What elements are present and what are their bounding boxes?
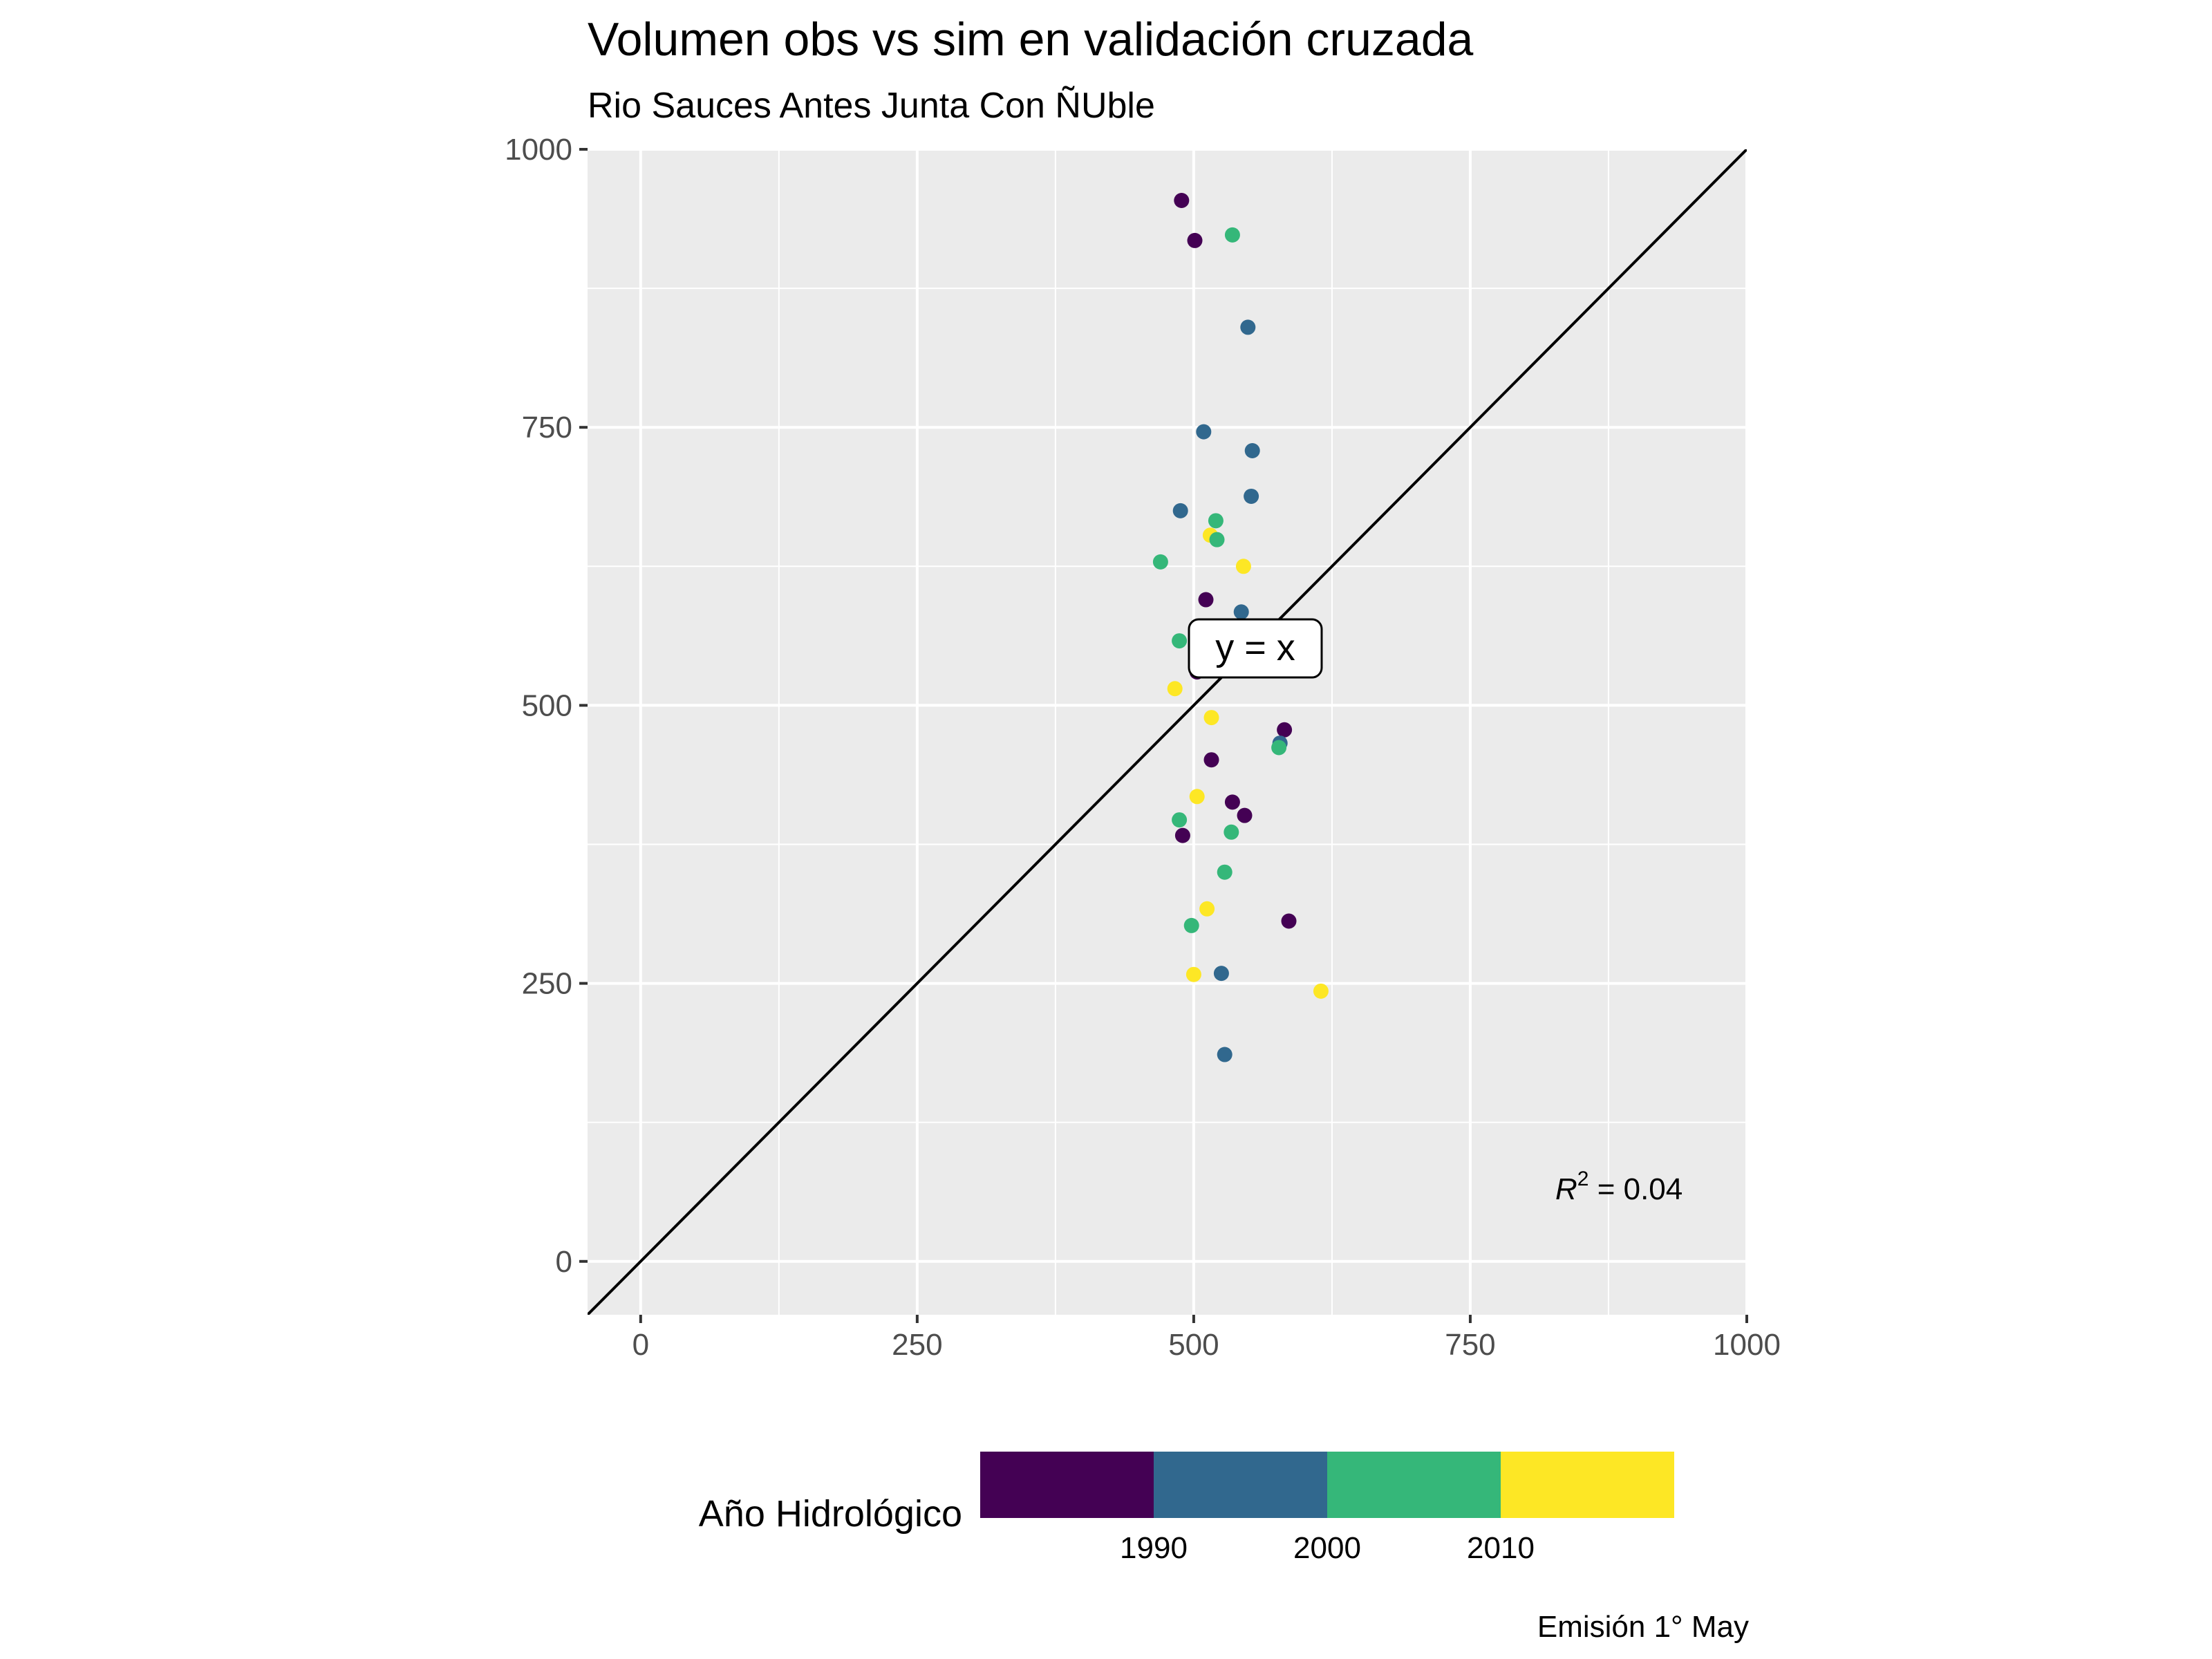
data-point	[1198, 592, 1214, 608]
data-point	[1313, 983, 1329, 999]
legend-break-label: 1990	[1120, 1531, 1188, 1565]
minor-gridlines	[588, 149, 1747, 1315]
data-point	[1224, 824, 1239, 840]
data-point	[1167, 681, 1183, 697]
identity-label-text: y = x	[1215, 627, 1295, 668]
data-point	[1244, 442, 1260, 458]
r-squared-annotation: R2 = 0.04	[1555, 1168, 1683, 1206]
data-point	[1217, 1047, 1232, 1062]
data-point	[1172, 633, 1188, 649]
y-tick-label: 0	[556, 1245, 572, 1279]
data-point	[1277, 722, 1293, 738]
caption: Emisión 1° May	[1537, 1610, 1749, 1644]
data-point	[1240, 319, 1256, 335]
data-point	[1271, 740, 1287, 756]
x-tick-label: 750	[1445, 1328, 1495, 1362]
identity-line	[588, 149, 1747, 1315]
data-point	[1185, 966, 1201, 982]
y-tick-label: 750	[522, 411, 572, 444]
data-point	[1174, 827, 1190, 843]
data-point	[1196, 424, 1212, 440]
data-point	[1172, 812, 1188, 828]
legend-break-label: 2000	[1293, 1531, 1361, 1565]
data-point	[1152, 554, 1168, 570]
r2-exponent: 2	[1577, 1168, 1589, 1190]
legend-break-labels: 1990 2000 2010	[1120, 1531, 1535, 1565]
y-tick-label: 1000	[505, 133, 572, 167]
data-point	[1208, 513, 1224, 529]
legend-colorbar	[980, 1452, 1674, 1518]
data-point	[1224, 227, 1240, 243]
identity-label-box	[1188, 618, 1323, 679]
data-point	[1244, 488, 1259, 504]
data-point	[1235, 559, 1251, 574]
data-point	[1203, 710, 1219, 726]
y-tick-label: 500	[522, 688, 572, 722]
major-gridlines	[588, 148, 1748, 1315]
y-tick-label: 250	[522, 967, 572, 1001]
data-point	[1189, 789, 1205, 805]
data-point	[1209, 532, 1225, 547]
r2-symbol: R	[1555, 1172, 1577, 1206]
data-point	[1281, 913, 1297, 929]
chart-subtitle: Rio Sauces Antes Junta Con ÑUble	[588, 86, 1155, 126]
data-point	[1237, 807, 1253, 823]
legend-break-label: 2010	[1467, 1531, 1535, 1565]
data-point	[1203, 752, 1219, 768]
data-point	[1174, 193, 1190, 209]
legend-color-bin	[980, 1452, 1154, 1518]
x-axis-tick-labels: 0 250 500 750 1000	[632, 1328, 1781, 1362]
data-point	[1172, 503, 1188, 518]
x-tick-label: 500	[1168, 1328, 1219, 1362]
chart-title: Volumen obs vs sim en validación cruzada	[588, 13, 1474, 66]
data-point	[1217, 864, 1232, 880]
data-point	[1199, 901, 1215, 917]
data-point	[1213, 966, 1229, 982]
x-tick-label: 0	[632, 1328, 649, 1362]
data-point	[1183, 917, 1199, 933]
legend-color-bin	[1327, 1452, 1501, 1518]
data-point	[1233, 604, 1249, 620]
legend-color-bin	[1501, 1452, 1674, 1518]
axis-ticks	[579, 148, 1748, 1323]
legend-color-bin	[1154, 1452, 1327, 1518]
data-point	[1187, 232, 1203, 248]
r2-value: = 0.04	[1588, 1172, 1683, 1206]
legend-title: Año Hidrológico	[699, 1493, 962, 1535]
data-point	[1224, 794, 1240, 810]
y-axis-tick-labels: 0 250 500 750 1000	[505, 133, 572, 1279]
identity-line-label: y = x	[1188, 618, 1323, 679]
x-tick-label: 250	[892, 1328, 942, 1362]
x-tick-label: 1000	[1713, 1328, 1781, 1362]
